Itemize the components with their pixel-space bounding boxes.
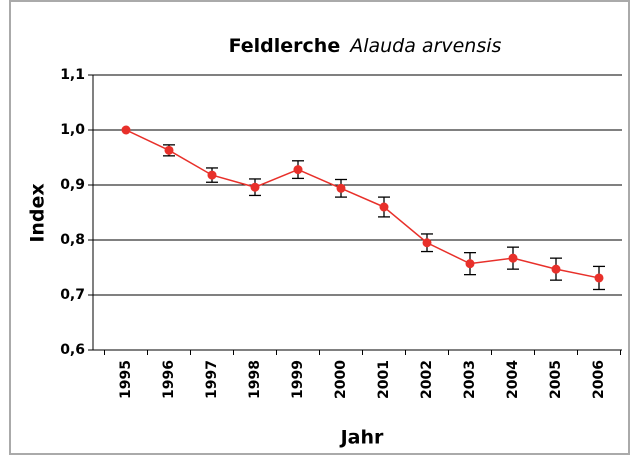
point bbox=[121, 125, 131, 135]
series-line bbox=[125, 129, 600, 279]
x-tick-label: 1997 bbox=[204, 360, 220, 399]
point bbox=[250, 182, 260, 192]
x-tick-label: 2001 bbox=[376, 360, 392, 399]
y-axis-label: Index bbox=[27, 183, 49, 242]
point bbox=[336, 183, 346, 193]
x-tick-label: 2005 bbox=[548, 360, 564, 399]
x-tick-label: 1995 bbox=[118, 360, 134, 399]
x-tick-label: 1999 bbox=[290, 360, 306, 399]
subtitle: Alauda arvensis bbox=[348, 35, 501, 57]
y-tick-label: 1,0 bbox=[60, 122, 85, 138]
point bbox=[508, 253, 518, 263]
x-tick-label: 2003 bbox=[462, 360, 478, 399]
point bbox=[164, 145, 174, 155]
x-tick-label: 1996 bbox=[161, 360, 177, 399]
x-axis-label: Jahr bbox=[339, 427, 384, 449]
x-tick-label: 2000 bbox=[333, 360, 349, 399]
point bbox=[594, 273, 604, 283]
point bbox=[422, 238, 432, 248]
point bbox=[293, 165, 303, 175]
point bbox=[379, 202, 389, 212]
y-tick-label: 0,9 bbox=[60, 177, 85, 193]
y-tick-label: 0,6 bbox=[60, 342, 85, 358]
y-tick-label: 0,8 bbox=[60, 232, 85, 248]
x-tick-label: 2006 bbox=[591, 360, 607, 399]
x-tick-label: 1998 bbox=[247, 360, 263, 399]
title: Feldlerche bbox=[229, 35, 341, 57]
point bbox=[465, 259, 475, 269]
chart-title: Feldlerche Alauda arvensis bbox=[229, 35, 502, 57]
point bbox=[207, 170, 217, 180]
y-tick-label: 0,7 bbox=[60, 287, 85, 303]
frame bbox=[9, 0, 630, 455]
point bbox=[551, 264, 561, 274]
x-tick-label: 2002 bbox=[419, 360, 435, 399]
y-tick-label: 1,1 bbox=[60, 67, 85, 83]
x-tick-label: 2004 bbox=[505, 360, 521, 399]
